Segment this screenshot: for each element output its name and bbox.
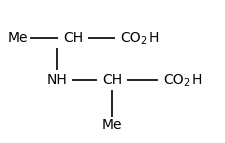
Text: CH: CH bbox=[63, 31, 83, 45]
Text: NH: NH bbox=[47, 73, 67, 87]
Text: CO: CO bbox=[163, 73, 184, 87]
Text: 2: 2 bbox=[183, 78, 189, 88]
Text: H: H bbox=[192, 73, 202, 87]
Text: Me: Me bbox=[102, 118, 122, 132]
Text: CO: CO bbox=[120, 31, 141, 45]
Text: Me: Me bbox=[8, 31, 28, 45]
Text: CH: CH bbox=[102, 73, 122, 87]
Text: H: H bbox=[149, 31, 159, 45]
Text: 2: 2 bbox=[140, 36, 146, 46]
